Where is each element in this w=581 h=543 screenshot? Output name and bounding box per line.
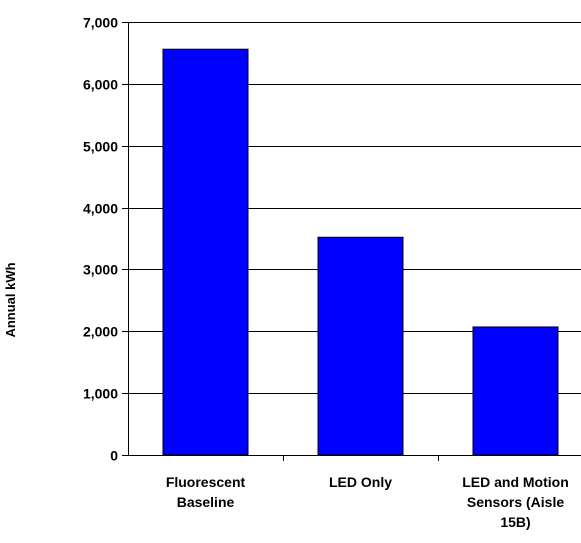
x-tick-label: LED and Motion Sensors (Aisle 15B) [462, 474, 569, 530]
x-tick-labels: Fluorescent Baseline LED Only LED and Motio… [166, 474, 569, 530]
axes [122, 22, 581, 461]
bar [162, 48, 249, 456]
y-tick-label: 0 [110, 448, 118, 464]
bar [472, 326, 559, 456]
y-axis-label: Annual kWh [3, 262, 18, 337]
bars [162, 48, 559, 456]
y-tick-label: 1,000 [83, 386, 118, 402]
y-tick-label: 3,000 [83, 262, 118, 278]
y-tick-label: 2,000 [83, 324, 118, 340]
y-tick-labels: 0 1,000 2,000 3,000 4,000 5,000 6,000 7,000 [83, 15, 118, 464]
y-tick-label: 5,000 [83, 139, 118, 155]
y-tick-label: 6,000 [83, 77, 118, 93]
x-tick-label: Fluorescent Baseline [166, 474, 246, 510]
y-tick-label: 7,000 [83, 15, 118, 31]
bar [317, 236, 404, 456]
x-tick-label: LED Only [329, 474, 392, 490]
y-tick-label: 4,000 [83, 201, 118, 217]
